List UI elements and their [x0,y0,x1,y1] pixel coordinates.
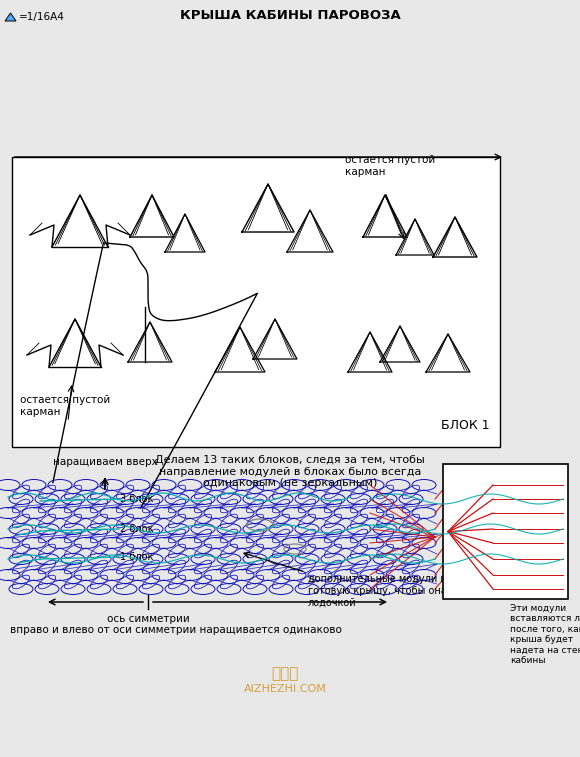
Text: КРЫША КАБИНЫ ПАРОВОЗА: КРЫША КАБИНЫ ПАРОВОЗА [180,9,400,22]
Bar [12,157,500,447]
Text: остается пустой
карман: остается пустой карман [345,155,435,177]
Text: БЛОК 1: БЛОК 1 [441,419,490,432]
Text: AIZHEZHI.COM: AIZHEZHI.COM [244,684,327,694]
Bar [443,464,568,599]
Polygon shape [5,13,16,21]
Text: ось симметрии: ось симметрии [107,614,190,624]
Text: 1 блок: 1 блок [120,552,153,562]
Text: =1/16A4: =1/16A4 [19,12,65,22]
Text: 爱折纸: 爱折纸 [271,666,299,681]
Text: 3 блок: 3 блок [120,494,153,504]
Text: остается пустой
карман: остается пустой карман [20,395,110,417]
Text: Делаем 13 таких блоков, следя за тем, чтобы
направление модулей в блоках было вс: Делаем 13 таких блоков, следя за тем, чт… [155,455,425,488]
Text: дополнительные модули вставляются в
готовую крышу, чтобы она не прогибалась
лодо: дополнительные модули вставляются в гото… [308,574,531,607]
Text: 2 блок: 2 блок [120,524,154,534]
Text: Эти модули
вставляются лишь
после того, как
крыша будет
надета на стенки
кабины: Эти модули вставляются лишь после того, … [510,604,580,665]
Text: наращиваем вверх: наращиваем вверх [53,457,157,467]
Text: вправо и влево от оси симметрии наращивается одинаково: вправо и влево от оси симметрии наращива… [10,625,342,635]
